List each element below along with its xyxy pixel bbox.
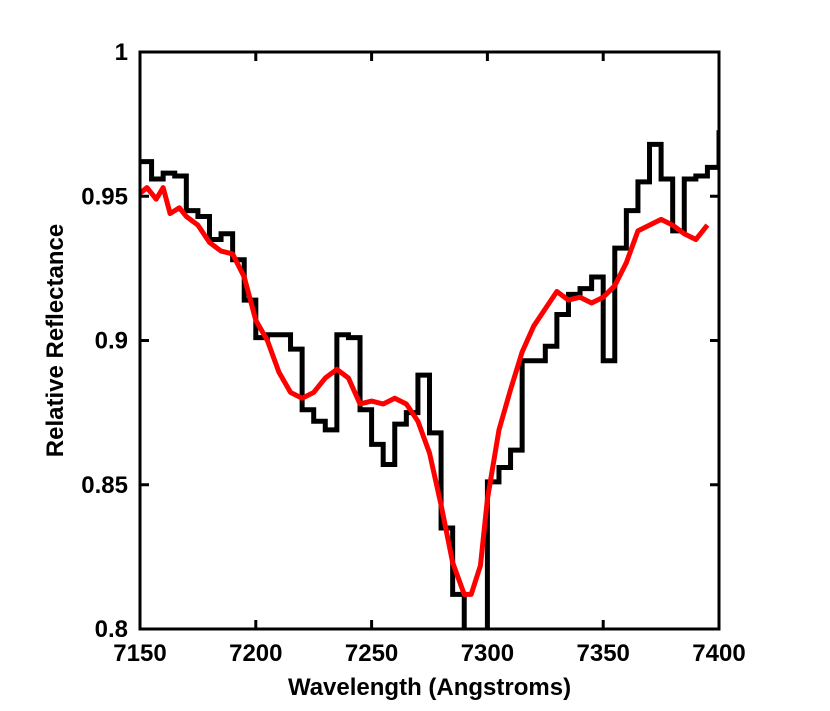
x-tick-label: 7250	[345, 640, 398, 667]
y-axis-title: Relative Reflectance	[42, 224, 69, 457]
y-tick-label: 0.85	[81, 472, 128, 499]
y-tick-label: 0.9	[95, 328, 128, 355]
plot-background	[140, 52, 719, 629]
red-smooth-series-line	[140, 185, 710, 597]
y-tick-label: 1	[115, 39, 128, 66]
x-tick-label: 7150	[113, 640, 166, 667]
tick-layer: 7150 7200 7250 7300 7350 7400 0.8 0.85 0.9 0.95 1	[81, 39, 745, 667]
x-tick-label: 7400	[692, 640, 745, 667]
x-tick-label: 7350	[577, 640, 630, 667]
x-axis-title: Wavelength (Angstroms)	[288, 674, 571, 701]
x-tick-label: 7200	[229, 640, 282, 667]
y-tick-label: 0.8	[95, 616, 128, 643]
x-tick-label: 7300	[461, 640, 514, 667]
y-tick-label: 0.95	[81, 183, 128, 210]
black-step-series-line	[140, 130, 719, 629]
series-layer	[140, 130, 719, 629]
